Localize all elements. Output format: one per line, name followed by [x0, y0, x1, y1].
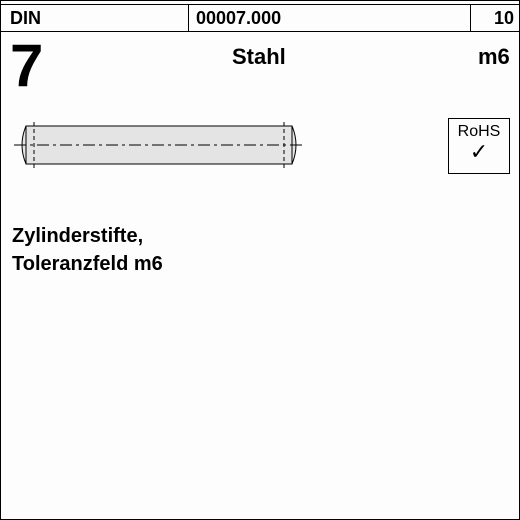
pin-drawing [14, 122, 304, 168]
header-divider-1 [188, 4, 189, 32]
rohs-badge: RoHS ✓ [448, 118, 510, 174]
header-right-value: 10 [494, 8, 514, 29]
description-line-2: Toleranzfeld m6 [12, 250, 163, 278]
check-icon: ✓ [449, 141, 509, 163]
material-label: Stahl [232, 44, 286, 70]
tolerance-label: m6 [478, 44, 510, 70]
description: Zylinderstifte, Toleranzfeld m6 [12, 222, 163, 278]
din-label: DIN [10, 8, 41, 29]
description-line-1: Zylinderstifte, [12, 222, 163, 250]
header-code: 00007.000 [196, 8, 281, 29]
header-divider-2 [470, 4, 471, 32]
standard-number: 7 [10, 36, 43, 96]
